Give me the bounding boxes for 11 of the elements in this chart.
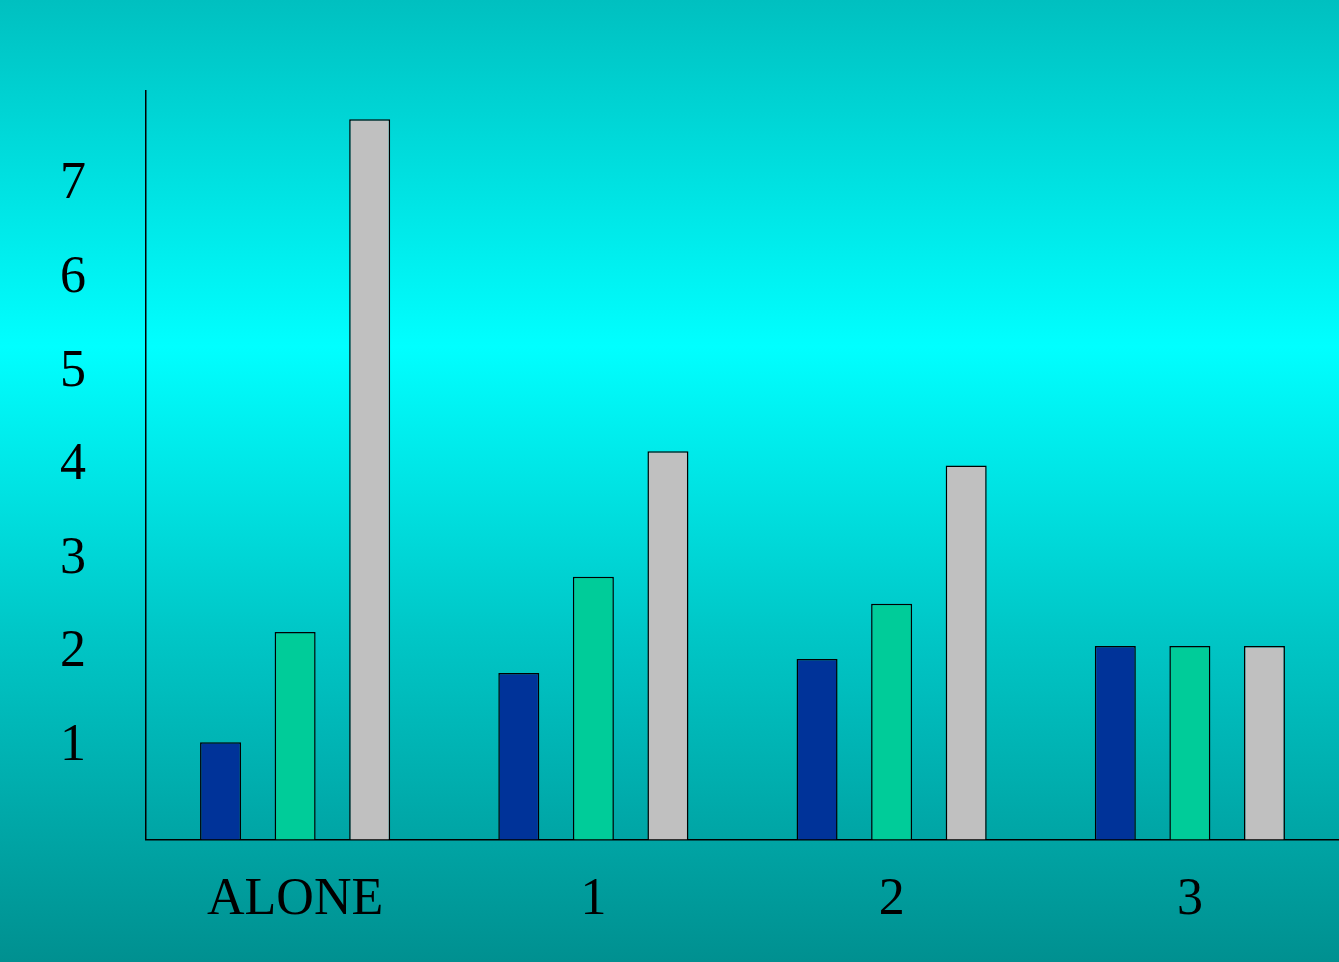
x-tick-label: 3 <box>1176 868 1203 926</box>
x-tick-label: ALONE <box>207 868 384 926</box>
y-tick-label: 5 <box>60 339 86 397</box>
x-tick-label: 1 <box>580 868 607 926</box>
y-tick-label: 4 <box>60 433 86 491</box>
y-tick-label: 2 <box>60 620 86 678</box>
x-tick-label: 2 <box>878 868 905 926</box>
y-tick-label: 1 <box>60 713 86 771</box>
y-tick-label: 3 <box>60 526 86 584</box>
y-tick-label: 6 <box>60 245 86 303</box>
y-tick-label: 7 <box>60 152 86 210</box>
